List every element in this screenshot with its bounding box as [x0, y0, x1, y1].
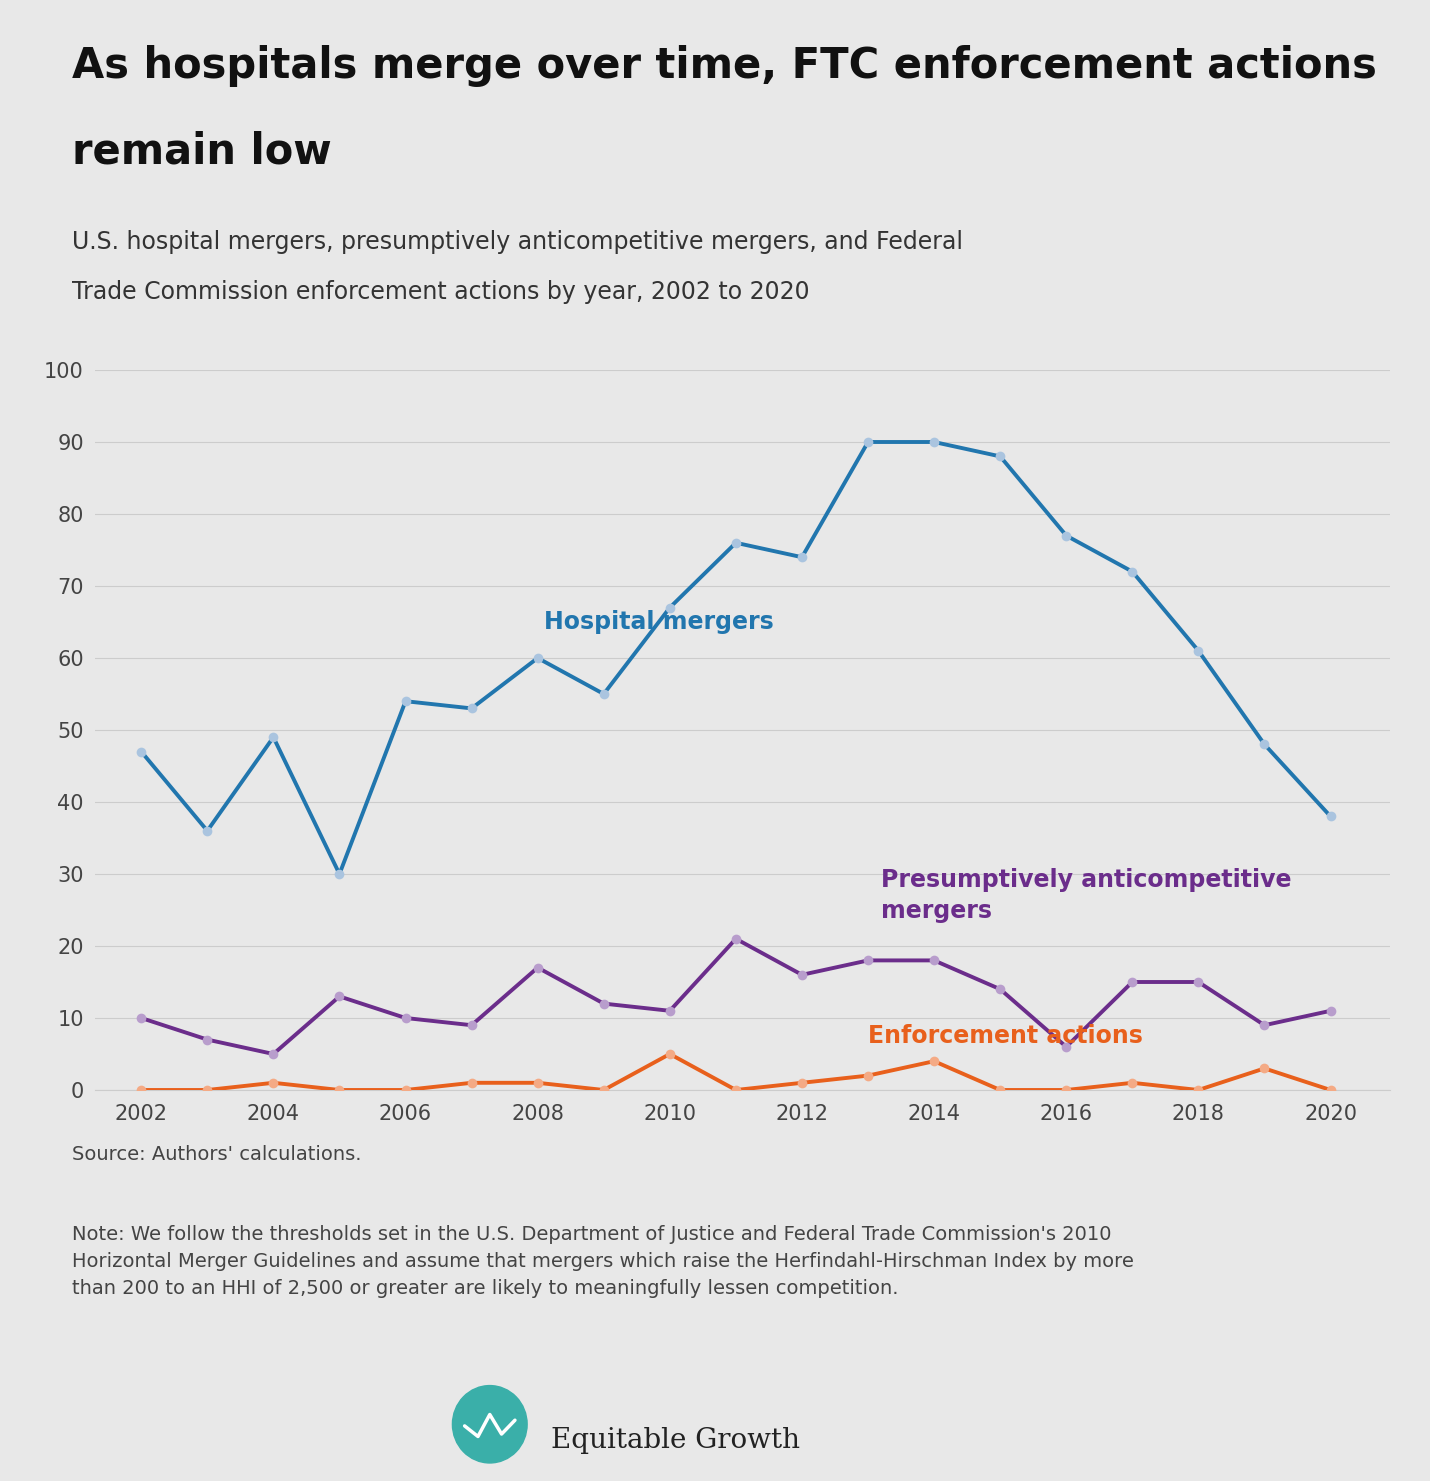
Text: Equitable Growth: Equitable Growth	[551, 1426, 799, 1453]
Text: U.S. hospital mergers, presumptively anticompetitive mergers, and Federal: U.S. hospital mergers, presumptively ant…	[72, 230, 962, 255]
Text: Enforcement actions: Enforcement actions	[868, 1023, 1143, 1049]
Text: Trade Commission enforcement actions by year, 2002 to 2020: Trade Commission enforcement actions by …	[72, 280, 809, 304]
Text: Presumptively anticompetitive
mergers: Presumptively anticompetitive mergers	[881, 868, 1291, 923]
Ellipse shape	[452, 1386, 528, 1463]
Text: remain low: remain low	[72, 130, 332, 172]
Text: Hospital mergers: Hospital mergers	[545, 610, 774, 634]
Text: Note: We follow the thresholds set in the U.S. Department of Justice and Federal: Note: We follow the thresholds set in th…	[72, 1225, 1134, 1299]
Text: Source: Authors' calculations.: Source: Authors' calculations.	[72, 1145, 360, 1164]
Text: As hospitals merge over time, FTC enforcement actions: As hospitals merge over time, FTC enforc…	[72, 44, 1376, 87]
